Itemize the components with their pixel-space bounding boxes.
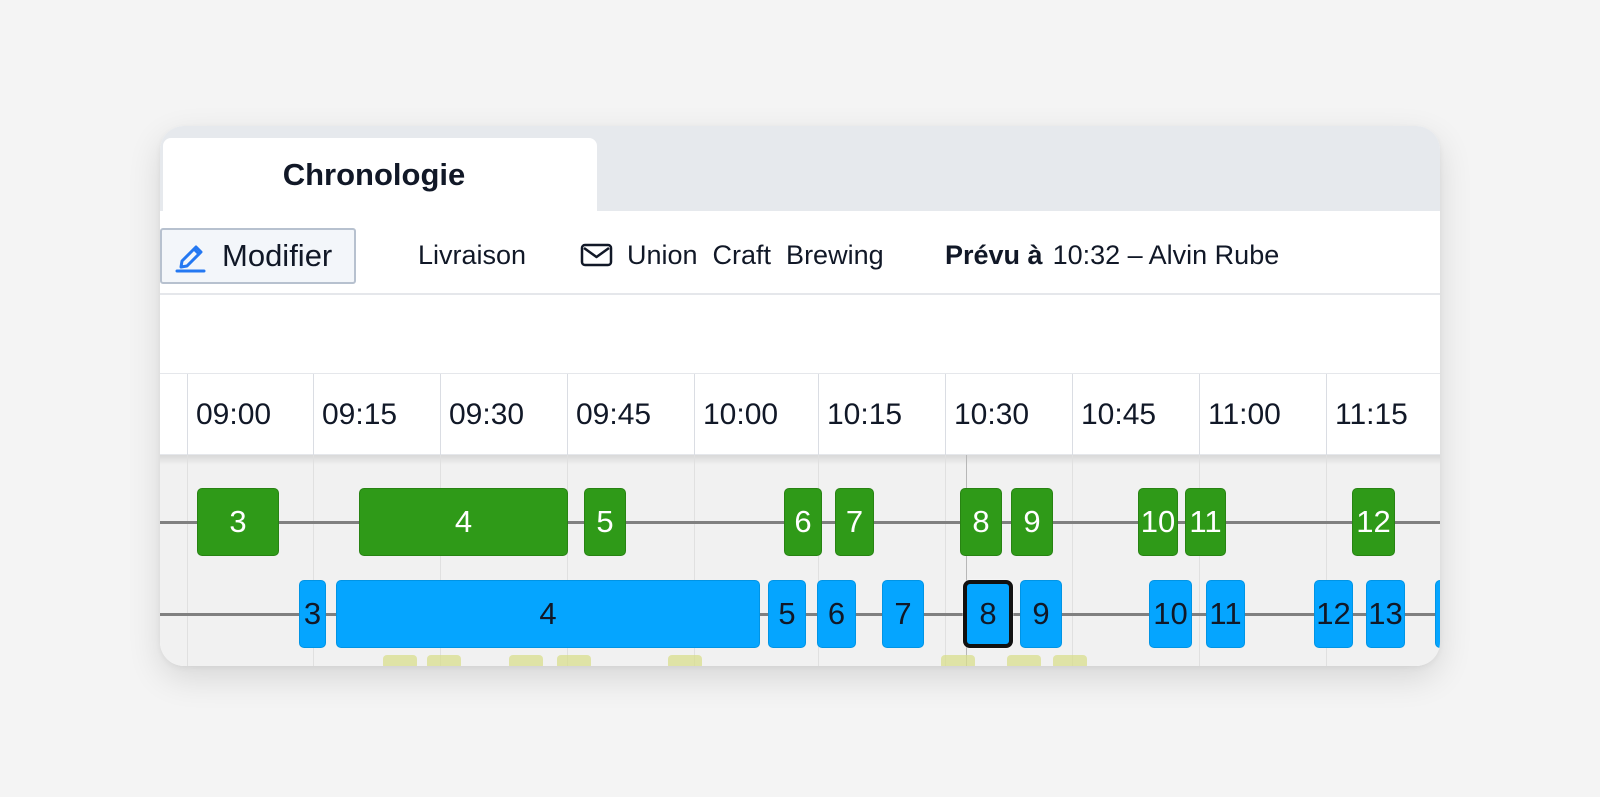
- blue-stop-block[interactable]: 9: [1020, 580, 1062, 648]
- green-stop-block[interactable]: 11: [1185, 488, 1226, 556]
- next-route-block: [1007, 655, 1041, 666]
- green-stop-block[interactable]: 10: [1138, 488, 1178, 556]
- time-gridline: [187, 455, 188, 666]
- next-route-block: [941, 655, 975, 666]
- planned-value: 10:32 – Alvin Rube: [1052, 239, 1280, 270]
- time-label: 10:15: [818, 374, 945, 456]
- next-route-block: [1053, 655, 1087, 666]
- green-stop-block[interactable]: 5: [584, 488, 626, 556]
- blue-stop-block[interactable]: 10: [1149, 580, 1192, 648]
- blue-stop-block[interactable]: 4: [336, 580, 760, 648]
- time-gridline: [567, 455, 568, 666]
- time-gridline: [1199, 455, 1200, 666]
- time-header: 09:00 09:15 09:30 09:45 10:00 10:15 10:3…: [160, 373, 1440, 456]
- blue-stop-block[interactable]: 3: [299, 580, 326, 648]
- client-info: Union Craft Brewing: [580, 229, 884, 281]
- green-stop-block[interactable]: 3: [197, 488, 279, 556]
- next-route-block: [668, 655, 702, 666]
- next-route-block: [427, 655, 461, 666]
- next-route-block: [557, 655, 591, 666]
- time-label: 10:45: [1072, 374, 1199, 456]
- delivery-status: Livraison: [418, 229, 526, 281]
- time-gridline: [313, 455, 314, 666]
- time-label: 10:00: [694, 374, 818, 456]
- timeline-spacer: [160, 295, 1440, 373]
- timeline-panel: Chronologie Modifier Livraison: [160, 126, 1440, 666]
- green-stop-block[interactable]: 4: [359, 488, 568, 556]
- blue-stop-block[interactable]: 12: [1314, 580, 1353, 648]
- blue-stop-block[interactable]: 11: [1206, 580, 1245, 648]
- time-label: 09:30: [440, 374, 567, 456]
- blue-stop-block[interactable]: 6: [817, 580, 856, 648]
- planned-time: Prévu à 10:32 – Alvin Rube: [945, 229, 1279, 281]
- time-label: 09:45: [567, 374, 694, 456]
- delivery-timeline: 3 4 5 6 7 8 9 10 11 12 3 4 5 6 7 8 9 10 …: [160, 455, 1440, 666]
- current-time-line: [966, 455, 967, 666]
- timeline-shadow: [160, 455, 1440, 465]
- next-route-block: [509, 655, 543, 666]
- blue-stop-block[interactable]: 5: [768, 580, 806, 648]
- blue-stop-block[interactable]: 7: [882, 580, 924, 648]
- time-gridline: [945, 455, 946, 666]
- tab-bar: Chronologie: [160, 126, 1440, 211]
- next-route-block: [383, 655, 417, 666]
- selected-blue-stop-block[interactable]: 8: [963, 580, 1013, 648]
- edit-button-label: Modifier: [222, 238, 333, 273]
- time-gridline: [1326, 455, 1327, 666]
- mail-icon: [580, 242, 613, 268]
- green-stop-block[interactable]: 8: [960, 488, 1002, 556]
- time-label: 11:15: [1326, 374, 1440, 456]
- time-gridline: [694, 455, 695, 666]
- time-gridline: [1072, 455, 1073, 666]
- time-label: 10:30: [945, 374, 1072, 456]
- green-stop-block[interactable]: 6: [784, 488, 822, 556]
- delivery-status-text: Livraison: [418, 239, 527, 270]
- time-label: 11:00: [1199, 374, 1326, 456]
- edit-button[interactable]: Modifier: [160, 228, 356, 284]
- blue-stop-block[interactable]: 13: [1366, 580, 1405, 648]
- green-stop-block[interactable]: 9: [1011, 488, 1053, 556]
- green-stop-block[interactable]: 12: [1352, 488, 1395, 556]
- time-label: 09:00: [187, 374, 313, 456]
- blue-stop-block[interactable]: [1435, 580, 1440, 648]
- details-toolbar: Modifier Livraison Union Craft Brewing P…: [160, 211, 1440, 295]
- tab-chronologie[interactable]: Chronologie: [163, 138, 597, 211]
- planned-label: Prévu à: [945, 239, 1043, 270]
- client-name: Union Craft Brewing: [627, 239, 884, 270]
- time-gridline: [818, 455, 819, 666]
- pencil-icon: [174, 238, 208, 274]
- time-label: 09:15: [313, 374, 440, 456]
- green-stop-block[interactable]: 7: [835, 488, 874, 556]
- time-gridline: [440, 455, 441, 666]
- tab-label: Chronologie: [282, 156, 466, 192]
